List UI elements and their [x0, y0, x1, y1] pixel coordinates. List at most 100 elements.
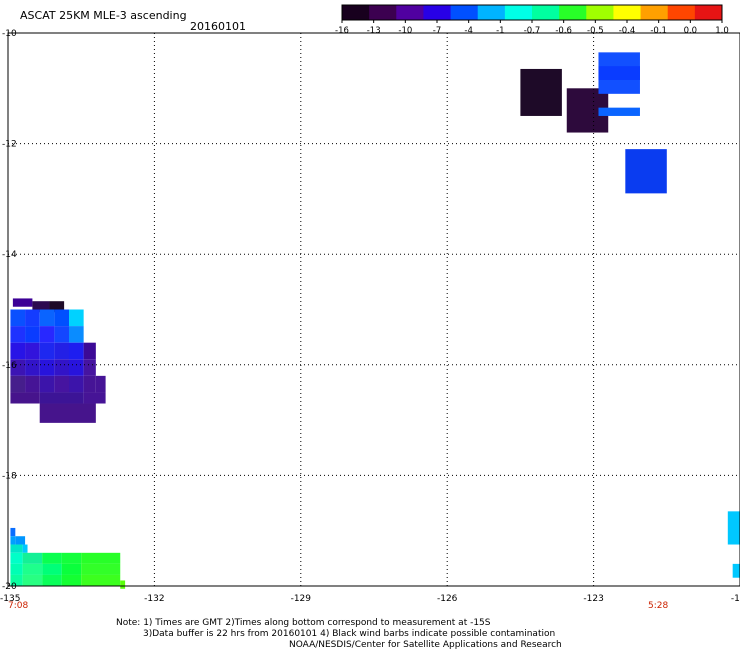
longitude-label: -123	[583, 594, 603, 604]
data-cell	[32, 301, 50, 313]
data-cell	[727, 511, 740, 545]
data-cell	[61, 563, 82, 575]
data-cell	[12, 298, 33, 307]
data-cell	[81, 552, 121, 564]
colorbar-segment	[532, 5, 560, 20]
data-cell	[25, 342, 40, 360]
colorbar-label: 1.0	[715, 26, 729, 36]
colorbar-label: -0.6	[555, 26, 572, 36]
colorbar-segment	[694, 5, 723, 20]
data-cell	[81, 574, 121, 586]
note-line-2: 3)Data buffer is 22 hrs from 20160101 4)…	[143, 629, 555, 639]
colorbar-label: -7	[433, 26, 441, 36]
data-cell	[25, 326, 40, 343]
colorbar-segment	[477, 5, 506, 20]
colorbar-label: -16	[335, 26, 349, 36]
data-cell	[10, 536, 16, 545]
data-cell	[42, 563, 62, 575]
latitude-label: -12	[2, 140, 17, 150]
time-label-right: 5:28	[648, 601, 668, 611]
data-cell	[10, 392, 40, 404]
colorbar-segment	[613, 5, 642, 20]
data-cell	[39, 342, 55, 360]
data-cell	[83, 342, 96, 360]
longitude-label: -132	[144, 594, 164, 604]
data-cell	[15, 536, 26, 545]
data-cell	[10, 359, 26, 376]
data-cell	[69, 309, 84, 327]
data-cell	[54, 309, 69, 327]
data-cell	[39, 375, 55, 393]
latitude-label: -14	[2, 250, 17, 260]
longitude-labels: -135 -132 -129 -126 -123 -12(	[0, 594, 740, 604]
longitude-label: -129	[291, 594, 312, 604]
colorbar-label: -0.7	[524, 26, 541, 36]
data-cell	[10, 552, 23, 564]
data-cell	[25, 359, 40, 376]
data-cell	[25, 309, 40, 327]
map-grid	[8, 33, 740, 586]
colorbar-segment	[640, 5, 669, 20]
note-line-1: Note: 1) Times are GMT 2)Times along bot…	[116, 618, 491, 628]
data-cell	[54, 326, 69, 343]
data-cell	[22, 552, 43, 564]
colorbar-segment	[586, 5, 614, 20]
data-cell	[10, 342, 26, 360]
product-title: ASCAT 25KM MLE-3 ascending	[20, 9, 187, 22]
data-cell	[95, 375, 106, 393]
colorbar-segment	[369, 5, 397, 20]
colorbar-label: -0.4	[619, 26, 636, 36]
data-cell	[42, 574, 62, 586]
longitude-label: -135	[0, 594, 20, 604]
latitude-label: -16	[2, 361, 17, 371]
data-cell	[69, 375, 84, 393]
longitude-label: -12(	[731, 594, 740, 604]
product-date: 20160101	[190, 20, 246, 33]
latitude-label: -20	[2, 582, 17, 592]
data-cell	[39, 326, 55, 343]
colorbar-segment	[667, 5, 696, 20]
data-cell	[39, 359, 55, 376]
data-cell	[54, 359, 69, 376]
colorbar-segment	[396, 5, 424, 20]
colorbar-segment	[342, 5, 370, 20]
latitude-label: -18	[2, 471, 17, 481]
colorbar-segment	[559, 5, 587, 20]
map-frame	[7, 32, 740, 587]
data-cell	[22, 544, 28, 553]
note-line-3: NOAA/NESDIS/Center for Satellite Applica…	[289, 640, 562, 650]
data-cell	[10, 326, 26, 343]
data-cell	[54, 375, 69, 393]
colorbar-label: -13	[367, 26, 381, 36]
data-cell	[69, 359, 84, 376]
data-cell	[732, 563, 740, 578]
colorbar-label: -10	[398, 26, 412, 36]
time-label-left: 7:08	[8, 601, 28, 611]
latitude-label: -10	[2, 29, 17, 39]
data-cell	[10, 544, 23, 553]
colorbar-segment	[504, 5, 533, 20]
data-cell	[22, 574, 43, 586]
data-cell	[49, 301, 65, 313]
data-cell	[69, 342, 84, 360]
data-cell	[598, 66, 640, 81]
data-cell	[10, 574, 23, 586]
colorbar-label: -0.5	[587, 26, 604, 36]
data-cell	[54, 342, 69, 360]
data-cell	[69, 326, 84, 343]
data-cell	[10, 375, 26, 393]
data-cell	[625, 149, 667, 194]
data-cell	[39, 309, 55, 327]
data-cell	[10, 527, 16, 537]
data-cell	[39, 403, 96, 423]
data-cell	[120, 580, 126, 589]
wind-data-cells	[10, 52, 740, 589]
data-cell	[42, 552, 62, 564]
data-cell	[10, 309, 26, 327]
colorbar-segment	[423, 5, 452, 20]
colorbar-label: -4	[464, 26, 472, 36]
data-cell	[25, 375, 40, 393]
data-cell	[83, 375, 96, 393]
data-cell	[22, 563, 43, 575]
